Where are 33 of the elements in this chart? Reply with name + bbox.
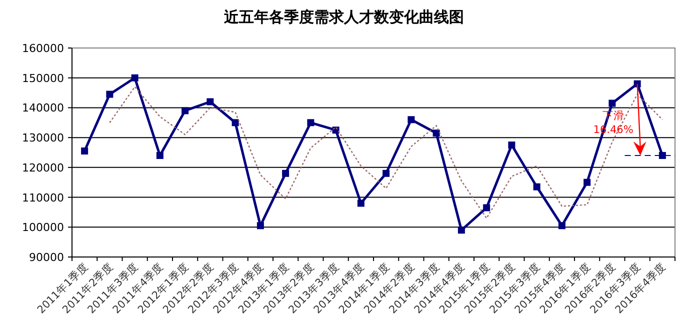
point [658, 152, 666, 159]
y-tick-label: 100000 [22, 221, 64, 234]
y-tick-label: 90000 [29, 251, 64, 264]
point [106, 90, 114, 98]
point [634, 80, 641, 88]
point [156, 152, 164, 159]
point [256, 222, 264, 230]
chart-title: 近五年各季度需求人才数变化曲线图 [223, 8, 464, 26]
y-tick-label: 110000 [22, 191, 64, 204]
point [408, 116, 415, 124]
point [382, 170, 390, 177]
point [81, 148, 88, 155]
point [282, 170, 290, 177]
point [483, 204, 490, 212]
y-tick-label: 160000 [22, 42, 64, 55]
point [584, 178, 591, 186]
point [533, 183, 540, 190]
point [206, 98, 214, 106]
point [357, 200, 364, 207]
point [432, 130, 440, 137]
point [558, 222, 566, 230]
line-series [109, 86, 664, 219]
point [458, 226, 465, 234]
y-tick-label: 120000 [22, 161, 64, 174]
y-tick-label: 130000 [22, 132, 64, 145]
point [232, 119, 239, 126]
point [182, 107, 189, 114]
y-tick-label: 150000 [22, 72, 64, 85]
point [608, 100, 616, 107]
point [307, 119, 314, 126]
y-tick-label: 140000 [22, 102, 64, 115]
point [131, 74, 138, 82]
point [508, 142, 516, 149]
